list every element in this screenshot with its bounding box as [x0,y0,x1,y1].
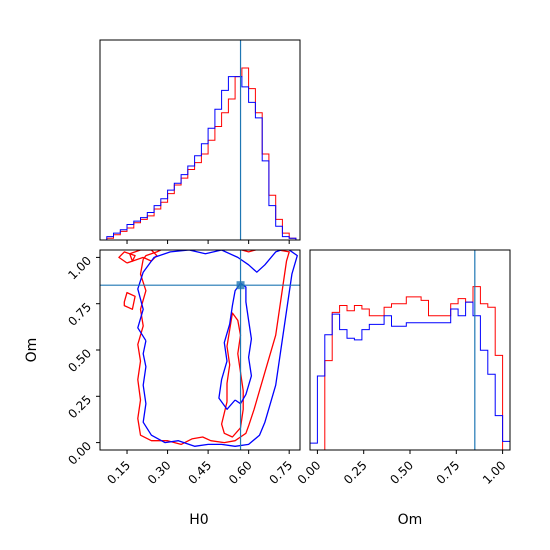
h0-x-tick-label-0: 0.15 [104,458,133,487]
om-y-tick-label-1: 0.25 [65,393,94,422]
h0-x-tick-label-4: 0.75 [267,458,296,487]
h0-x-tick-label-1: 0.30 [145,458,174,487]
om-x-tick-label-0: 0.00 [295,458,324,487]
om-x-tick-label-2: 0.50 [387,458,416,487]
contour-series-a-3 [137,250,290,446]
h0-x-tick-label-2: 0.45 [185,458,214,487]
om-x-tick-label-4: 1.00 [480,458,509,487]
contour-frame [99,249,301,451]
om-y-tick-label-4: 1.00 [65,254,94,283]
contour-series-a-1 [123,291,136,310]
h0-x-tick-label-3: 0.60 [226,458,255,487]
x-axis-label-h0: H0 [189,512,208,528]
contour-series-a-2 [118,251,136,264]
y-axis-label-om: Om [24,338,40,363]
contour-series-b-1 [218,282,253,410]
om-y-tick-label-3: 0.75 [65,300,94,329]
h0-om-contour-panel: 0.15 0.30 0.45 0.60 0.75 0.00 0.25 0.50 0.75 1.00 [65,249,301,487]
x-axis-label-om: Om [398,512,423,528]
h0-histogram-panel [99,39,301,244]
om-hist-series-b [310,301,510,450]
h0-hist-frame [99,39,301,241]
contour-series-a-4 [220,312,244,438]
om-y-tick-label-2: 0.50 [65,346,94,375]
om-hist-series-a [310,286,510,450]
om-x-tick-label-1: 0.25 [341,458,370,487]
contour-series-b-0 [137,250,298,447]
om-histogram-panel: 0.00 0.25 0.50 0.75 1.00 [295,249,511,487]
om-x-tick-label-3: 0.75 [434,458,463,487]
om-y-tick-label-0: 0.00 [65,439,94,468]
h0-hist-series-b [100,76,300,240]
truth-marker [236,281,245,290]
